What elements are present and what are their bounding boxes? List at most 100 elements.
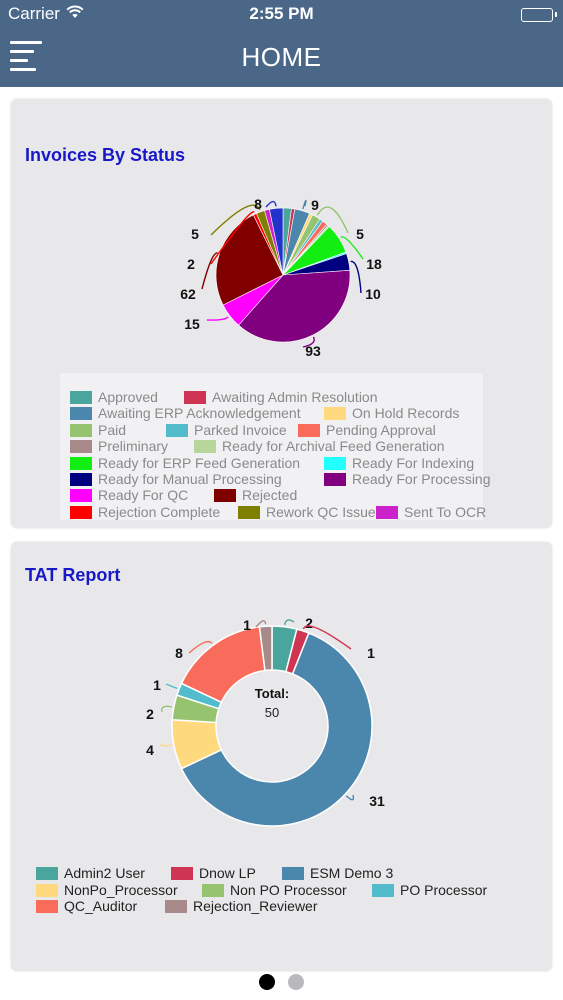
legend-label: Non PO Processor <box>230 881 347 898</box>
donut-total-value: 50 <box>265 705 279 720</box>
tat-leader-qc-auditor <box>188 640 213 654</box>
legend-swatch <box>214 489 236 503</box>
legend-swatch <box>36 883 58 897</box>
legend-label: Ready For QC <box>98 487 189 504</box>
nav-bar: HOME <box>0 30 563 87</box>
legend-swatch <box>238 505 260 519</box>
page-dot-2[interactable] <box>288 974 304 990</box>
page-indicator[interactable] <box>0 974 563 990</box>
legend-label: On Hold Records <box>352 405 460 422</box>
legend-swatch <box>194 440 216 454</box>
invoices-leader-paid <box>316 206 349 234</box>
legend-label: Sent To OCR <box>404 503 487 520</box>
tat-value-label: 1 <box>153 677 161 693</box>
legend-swatch <box>324 456 346 470</box>
invoices-leader-awaiting-erp-acknowledgement <box>302 199 307 210</box>
legend-label: Ready for Manual Processing <box>98 471 282 487</box>
legend-swatch <box>324 473 346 486</box>
tat-chart-title: TAT Report <box>25 565 121 585</box>
legend-swatch <box>70 505 92 519</box>
tat-value-label: 4 <box>146 742 154 758</box>
invoices-leader-rejection-complete <box>210 211 255 265</box>
invoices-slice-submitted[interactable] <box>269 207 284 276</box>
legend-swatch <box>202 883 224 897</box>
legend-swatch <box>70 489 92 503</box>
tat-leader-dnow-lp <box>302 625 352 650</box>
wifi-icon <box>66 5 84 24</box>
tat-leader-po-processor <box>165 683 178 690</box>
tat-leader-rejection-reviewer <box>255 620 267 628</box>
invoices-value-label: 10 <box>365 286 381 302</box>
legend-label: QC_Auditor <box>64 898 138 914</box>
legend-label: Paid <box>98 421 127 438</box>
legend-label: Awaiting Admin Resolution <box>212 389 378 405</box>
legend-label: Admin2 User <box>64 865 145 881</box>
invoices-leader-submitted <box>265 200 277 208</box>
invoices-slice-ready-for-processing[interactable] <box>238 269 351 343</box>
tat-value-label: 1 <box>367 645 375 661</box>
tat-value-label: 2 <box>305 615 313 631</box>
invoices-leader-rework-qc-issues <box>210 204 261 236</box>
legend-swatch <box>171 867 193 880</box>
tat-leader-nonpo-processor <box>160 743 172 747</box>
legend-swatch <box>70 440 92 454</box>
legend-label: NonPo_Processor <box>64 881 178 898</box>
clock: 2:55 PM <box>249 4 314 23</box>
invoices-value-label: 18 <box>366 256 382 272</box>
hamburger-menu-icon[interactable] <box>10 39 44 71</box>
legend-label: Pending Approval <box>326 421 436 438</box>
legend-label: Dnow LP <box>199 865 256 881</box>
legend-swatch <box>70 473 92 486</box>
invoices-leader-ready-for-processing <box>302 336 315 348</box>
legend-swatch <box>36 867 58 880</box>
legend-label: Rework QC Issues <box>266 503 383 520</box>
invoices-leader-ready-for-manual-processing <box>350 260 362 294</box>
legend-label: Approved <box>98 389 158 405</box>
invoices-legend: Approved Awaiting Admin Resolution Awaitin… <box>60 373 491 520</box>
legend-label: Ready for ERP Feed Generation <box>98 454 301 471</box>
page-dot-1[interactable] <box>259 974 275 990</box>
legend-swatch <box>70 391 92 404</box>
invoices-value-label: 5 <box>356 226 364 242</box>
legend-label: ESM Demo 3 <box>310 865 394 881</box>
legend-swatch <box>166 423 188 437</box>
invoices-leader-ready-for-qc <box>206 316 229 321</box>
status-bar: Carrier 2:55 PM <box>0 0 563 30</box>
tat-report-card: TAT Report 2 1 31 4 2 1 8 1 Total: 50 Admin2 User… <box>11 542 552 971</box>
invoices-leader-rejected <box>201 252 218 290</box>
legend-label: PO Processor <box>400 881 488 898</box>
tat-leader-non-po-processor <box>161 705 172 713</box>
tat-value-label: 2 <box>146 706 154 722</box>
battery-icon <box>521 8 557 22</box>
legend-label: Rejection Complete <box>98 503 221 520</box>
tat-value-label: 8 <box>175 645 183 661</box>
legend-swatch <box>36 900 58 913</box>
legend-label: Rejected <box>242 487 298 504</box>
legend-swatch <box>70 423 92 437</box>
tat-slice-esm-demo-3[interactable] <box>180 632 373 827</box>
invoices-value-label: 8 <box>254 196 262 212</box>
tat-value-label: 1 <box>243 617 251 633</box>
invoices-value-label: 9 <box>311 197 319 213</box>
tat-leader-esm-demo-3 <box>345 794 355 801</box>
invoices-value-label: 93 <box>305 343 321 359</box>
invoices-leader-ready-for-erp-feed-generation <box>340 236 364 260</box>
tat-value-label: 31 <box>369 793 385 809</box>
legend-label: Ready For Indexing <box>352 454 475 471</box>
donut-total-label: Total: <box>255 686 289 701</box>
page-title: HOME <box>241 42 322 72</box>
tat-slice-rejection-reviewer[interactable] <box>258 625 273 672</box>
legend-label: Ready For Processing <box>352 471 491 487</box>
legend-swatch <box>70 407 92 421</box>
legend-swatch <box>184 391 206 404</box>
legend-label: Rejection_Reviewer <box>193 898 318 914</box>
invoices-by-status-card: Invoices By Status 9 5 18 10 93 15 62 2 5 8 Appro… <box>11 99 552 528</box>
legend-swatch <box>282 867 304 880</box>
invoices-value-label: 2 <box>187 256 195 272</box>
invoices-slice-rejected[interactable] <box>215 214 284 306</box>
legend-swatch <box>324 407 346 421</box>
legend-swatch <box>376 505 398 519</box>
invoices-value-label: 15 <box>184 316 200 332</box>
